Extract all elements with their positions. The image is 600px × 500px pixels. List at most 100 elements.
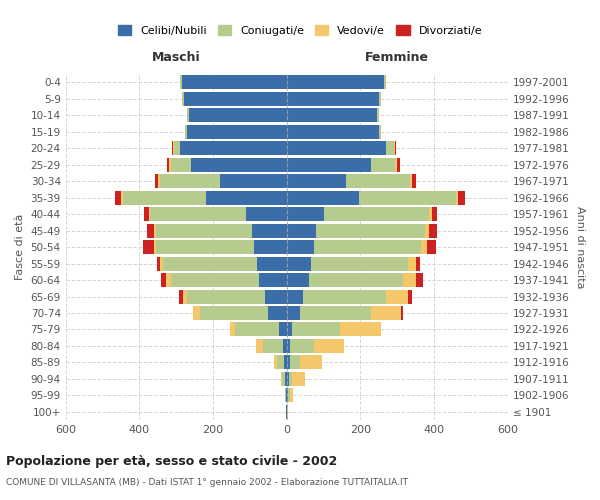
Bar <box>425 224 430 237</box>
Bar <box>156 224 252 237</box>
Bar <box>172 141 173 155</box>
Bar <box>287 207 323 221</box>
Bar <box>314 339 344 353</box>
Bar <box>290 339 314 353</box>
Bar <box>187 124 287 138</box>
Bar <box>179 290 183 304</box>
Bar <box>151 207 246 221</box>
Bar <box>280 322 287 336</box>
Bar <box>284 356 287 370</box>
Bar <box>409 290 412 304</box>
Bar <box>115 190 121 204</box>
Bar <box>166 273 170 287</box>
Bar <box>189 108 287 122</box>
Bar <box>287 141 386 155</box>
Bar <box>359 190 456 204</box>
Bar <box>160 174 220 188</box>
Bar <box>155 174 158 188</box>
Bar <box>287 92 379 106</box>
Bar <box>121 190 123 204</box>
Bar <box>287 190 359 204</box>
Bar <box>394 141 395 155</box>
Bar <box>252 224 287 237</box>
Bar <box>395 158 397 172</box>
Bar <box>156 240 254 254</box>
Bar <box>316 224 425 237</box>
Bar <box>287 108 377 122</box>
Bar <box>287 224 316 237</box>
Bar <box>281 372 282 386</box>
Bar <box>416 256 420 270</box>
Bar <box>185 124 187 138</box>
Bar <box>287 75 385 89</box>
Text: COMUNE DI VILLASANTA (MB) - Dati ISTAT 1° gennaio 2002 - Elaborazione TUTTAITALI: COMUNE DI VILLASANTA (MB) - Dati ISTAT 1… <box>6 478 408 487</box>
Bar <box>182 75 287 89</box>
Bar <box>160 256 163 270</box>
Bar <box>386 141 394 155</box>
Bar <box>287 256 311 270</box>
Bar <box>401 306 403 320</box>
Bar <box>377 108 379 122</box>
Bar <box>265 290 287 304</box>
Bar <box>161 273 166 287</box>
Bar <box>254 240 287 254</box>
Bar <box>287 322 292 336</box>
Bar <box>154 240 156 254</box>
Bar <box>340 322 381 336</box>
Bar <box>410 174 412 188</box>
Bar <box>282 372 285 386</box>
Bar <box>371 158 395 172</box>
Bar <box>397 158 400 172</box>
Bar <box>148 224 154 237</box>
Bar <box>285 372 287 386</box>
Bar <box>287 356 290 370</box>
Bar <box>287 339 290 353</box>
Bar <box>274 356 277 370</box>
Bar <box>385 75 386 89</box>
Text: Popolazione per età, sesso e stato civile - 2002: Popolazione per età, sesso e stato civil… <box>6 455 337 468</box>
Bar <box>412 174 416 188</box>
Bar <box>292 322 340 336</box>
Bar <box>300 356 322 370</box>
Bar <box>158 174 160 188</box>
Bar <box>314 240 421 254</box>
Bar <box>187 290 265 304</box>
Bar <box>289 372 292 386</box>
Bar <box>193 306 200 320</box>
Bar <box>187 108 189 122</box>
Bar <box>143 240 154 254</box>
Bar <box>167 158 169 172</box>
Bar <box>184 92 287 106</box>
Bar <box>263 339 283 353</box>
Bar <box>427 240 436 254</box>
Bar <box>287 174 346 188</box>
Text: Maschi: Maschi <box>152 51 200 64</box>
Bar <box>287 158 371 172</box>
Bar <box>386 290 409 304</box>
Bar <box>346 174 410 188</box>
Bar <box>149 207 151 221</box>
Bar <box>286 405 287 419</box>
Bar <box>421 240 427 254</box>
Bar <box>287 405 288 419</box>
Bar <box>292 372 305 386</box>
Bar <box>287 290 304 304</box>
Bar <box>277 356 284 370</box>
Bar <box>257 256 287 270</box>
Bar <box>299 306 371 320</box>
Bar <box>286 388 287 402</box>
Bar <box>183 290 187 304</box>
Legend: Celibi/Nubili, Coniugati/e, Vedovi/e, Divorziati/e: Celibi/Nubili, Coniugati/e, Vedovi/e, Di… <box>113 20 487 40</box>
Bar <box>259 273 287 287</box>
Bar <box>430 224 437 237</box>
Y-axis label: Anni di nascita: Anni di nascita <box>575 206 585 288</box>
Bar <box>416 273 423 287</box>
Bar <box>371 306 401 320</box>
Bar <box>123 190 206 204</box>
Bar <box>173 141 175 155</box>
Bar <box>287 273 309 287</box>
Bar <box>157 256 160 270</box>
Bar <box>290 356 300 370</box>
Bar <box>379 92 381 106</box>
Bar <box>206 190 287 204</box>
